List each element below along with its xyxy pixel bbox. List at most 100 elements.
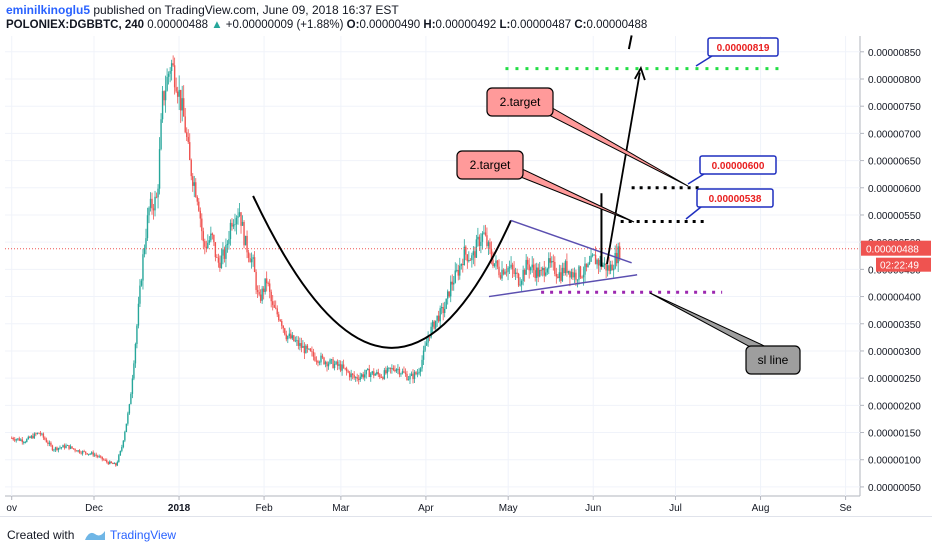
candle-body — [510, 264, 512, 268]
high-value: 0.00000492 — [435, 19, 497, 31]
y-tick-label: 0.00000050 — [868, 483, 921, 494]
y-tick-label: 0.00000350 — [868, 320, 921, 331]
candle-body — [59, 447, 61, 449]
candle-body — [484, 232, 487, 236]
y-tick-label: 0.00000700 — [868, 129, 921, 140]
candle-body — [502, 269, 505, 275]
candle-body — [143, 247, 146, 255]
candle-body — [440, 307, 443, 309]
candle-body — [201, 218, 203, 232]
candle-body — [442, 307, 444, 314]
candle-body — [386, 368, 389, 374]
candle-body — [608, 265, 610, 272]
candle-body — [542, 267, 544, 271]
candle-body — [244, 235, 247, 246]
candle-body — [368, 368, 370, 377]
candle-body — [539, 269, 541, 277]
label-box — [696, 188, 774, 208]
candle-body — [421, 359, 423, 369]
candle-body — [445, 298, 447, 309]
candle-body — [48, 442, 51, 444]
candle-body — [569, 270, 571, 278]
candle-body — [507, 267, 509, 272]
candle-body — [315, 360, 318, 362]
candle-body — [425, 342, 428, 346]
open-value: 0.00000490 — [359, 19, 421, 31]
tradingview-logo-icon[interactable] — [84, 528, 106, 542]
candle-body — [424, 345, 426, 351]
candle-body — [564, 261, 567, 274]
candle-body — [121, 447, 123, 451]
candle-body — [611, 264, 613, 271]
candle-body — [172, 63, 174, 66]
candle-body — [83, 451, 85, 452]
candle-body — [258, 291, 260, 295]
candle-body — [320, 355, 322, 363]
label-pointer — [695, 55, 713, 67]
candle-body — [223, 249, 226, 259]
price-chart[interactable]: 0.00000819 0.00000600 0.00000538 2.target 2.… — [0, 0, 932, 516]
candle-body — [17, 438, 19, 440]
candle-body — [92, 452, 94, 456]
candle-body — [169, 70, 171, 74]
candle-body — [357, 378, 360, 380]
candle-body — [377, 372, 380, 375]
candle-body — [447, 291, 449, 299]
candle-body — [41, 433, 43, 435]
y-tick-label: 0.00000800 — [868, 75, 921, 86]
x-tick-label: Se — [839, 503, 852, 514]
candle-body — [533, 264, 535, 271]
candle-body — [21, 439, 23, 443]
candle-body — [554, 261, 556, 274]
candle-body — [202, 231, 205, 242]
candle-body — [146, 215, 149, 239]
candle-body — [115, 463, 117, 466]
candle-body — [268, 283, 271, 292]
candle-body — [195, 182, 197, 197]
price-axis[interactable]: 0.00000850 0.00000800 0.00000750 0.00000700… — [860, 48, 931, 494]
candle-body — [151, 198, 153, 209]
candle-body — [50, 442, 52, 446]
x-tick-label: Jul — [669, 503, 682, 514]
candle-body — [77, 450, 79, 452]
callout-target-2: 2.target — [456, 150, 635, 223]
candle-body — [157, 188, 159, 198]
candle-body — [361, 374, 363, 377]
candle-body — [558, 272, 561, 278]
candle-body — [478, 236, 481, 246]
candle-body — [525, 259, 527, 275]
candle-body — [235, 217, 238, 225]
candle-body — [291, 335, 294, 339]
candle-body — [225, 245, 227, 259]
publish-info: published on TradingView.com, June 09, 2… — [90, 3, 399, 17]
candle-body — [481, 233, 484, 242]
candle-body — [54, 447, 57, 450]
candle-body — [217, 257, 220, 263]
candle-body — [87, 453, 90, 455]
time-axis[interactable]: ov Dec 2018 Feb Mar Apr May Jun Jul Aug Se — [6, 496, 852, 514]
candle-body — [468, 260, 470, 262]
candle-body — [80, 452, 82, 454]
candle-body — [27, 436, 30, 440]
tradingview-link[interactable]: TradingView — [110, 528, 177, 542]
candle-body — [148, 207, 150, 216]
candle-body — [149, 198, 152, 208]
author-link[interactable]: eminilkinoglu5 — [6, 3, 91, 17]
candle-body — [118, 455, 120, 462]
open-label: O: — [346, 19, 360, 31]
candle-body — [594, 254, 597, 265]
candle-body — [410, 373, 413, 376]
label-text: 0.00000819 — [717, 43, 770, 54]
candle-body — [57, 447, 60, 450]
low-label: L: — [499, 19, 511, 31]
y-tick-label: 0.00000250 — [868, 374, 921, 385]
candle-body — [618, 246, 621, 259]
candle-body — [47, 442, 49, 444]
x-tick-label: ov — [6, 503, 17, 514]
current-price-tag-text: 0.00000488 — [866, 245, 919, 256]
footer-bar: Created with TradingView — [0, 516, 932, 551]
symbol-info-bar: POLONIEX:DGBBTC, 240 0.00000488 ▲ +0.000… — [6, 19, 647, 31]
candle-body — [324, 362, 327, 365]
candle-body — [276, 308, 278, 315]
candle-body — [317, 361, 319, 363]
